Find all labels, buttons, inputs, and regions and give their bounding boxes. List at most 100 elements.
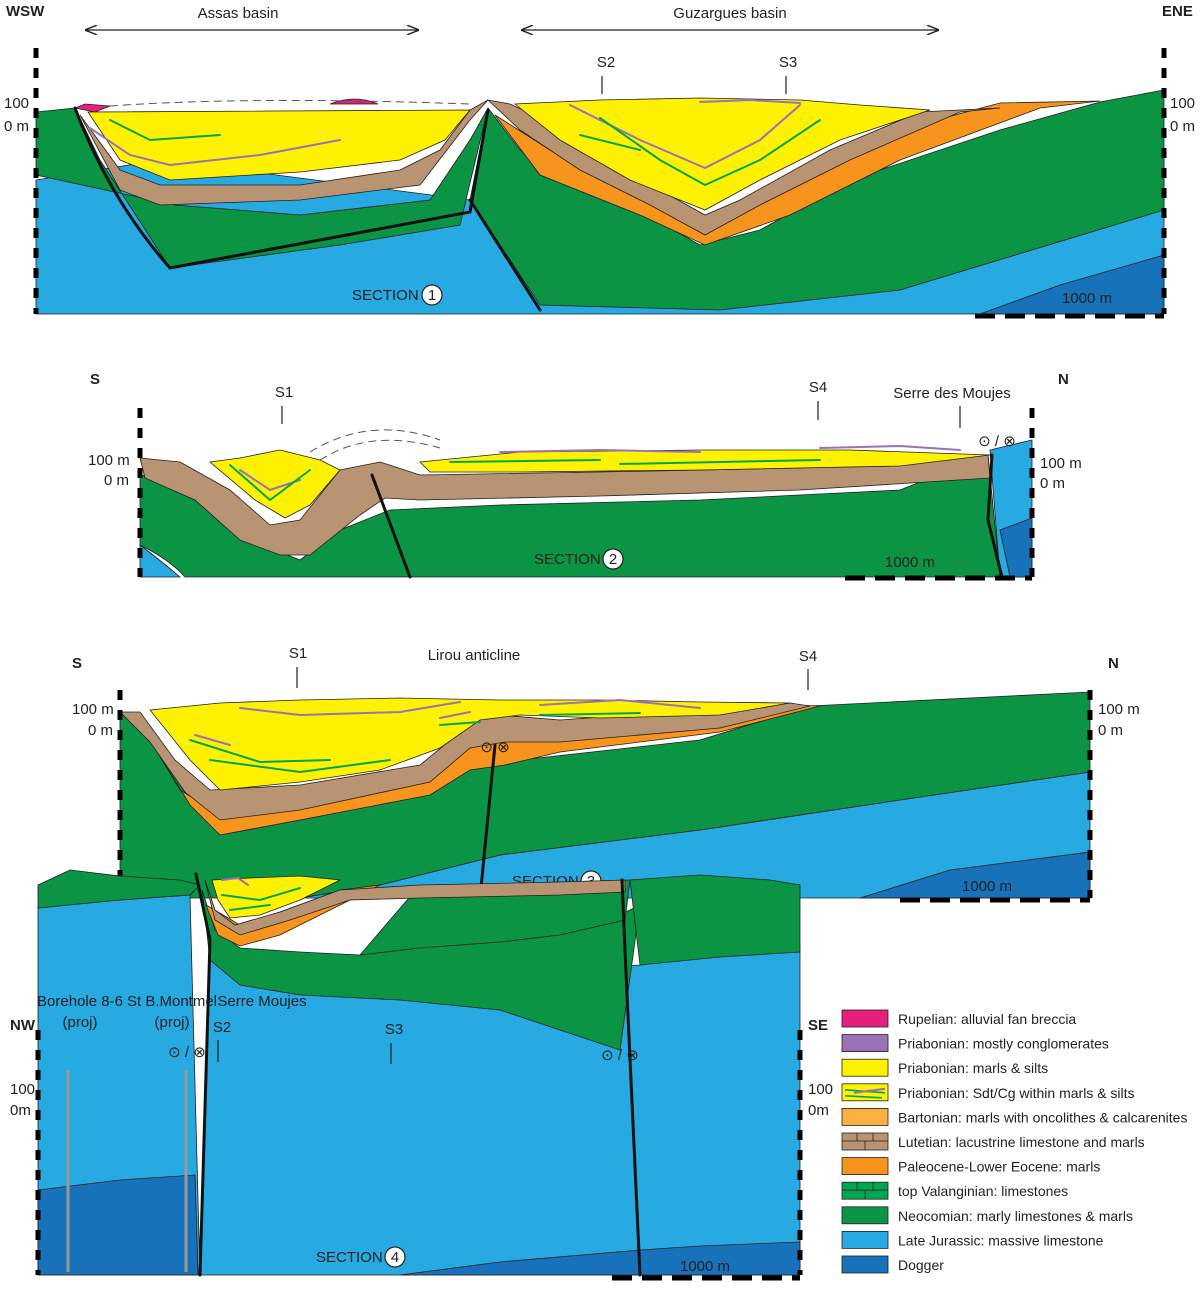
section-number: 4 [391,1249,399,1266]
sandstone-bed [599,117,821,187]
sandstone-bed [189,712,641,774]
neocomian-layer [139,454,1001,578]
legend-swatch-pattern [853,1087,886,1094]
place-label: Serre Moujes [217,993,306,1010]
legend-item: Rupelian: alluvial fan breccia [841,1009,1076,1028]
fault [478,743,497,900]
priabonian-marls-east [513,97,931,211]
priabonian-marls [209,449,341,519]
legend-label: Priabonian: mostly conglomerates [898,1036,1109,1052]
site-label: S4 [809,379,827,396]
site-label: S2 [597,54,615,71]
legend-swatch [841,1058,889,1077]
place-label: Serre des Moujes [893,385,1011,402]
legend-label: top Valanginian: limestones [898,1183,1068,1199]
legend-swatch [841,1255,889,1274]
legend-swatch [841,1231,889,1249]
conglomerate-band [499,444,961,453]
lutetian-layer-west [79,99,489,206]
basin-label: Assas basin [198,5,279,22]
legend-item: Priabonian: marls & silts [841,1058,1048,1077]
legend-label: Late Jurassic: massive limestone [898,1232,1104,1248]
direction-label-left: S [72,655,82,672]
conglomerate-band [221,876,249,886]
direction-label-right: SE [808,1017,828,1034]
section-title: SECTION [534,551,601,568]
section-number: 2 [609,551,617,568]
scale-label: 1000 m [885,554,935,571]
sandstone-bed [109,119,221,142]
legend-swatch-pattern [842,1133,888,1150]
borehole-projection-label: (proj) [154,1014,189,1031]
elevation-label: 100 [4,95,29,112]
elevation-label: 100 m [1040,455,1082,472]
sandstone-bed [579,134,641,151]
conglomerate-band [569,104,801,170]
site-label: S1 [289,645,307,662]
elevation-label: 100 m [1098,701,1140,718]
neocomian-layer [629,874,801,966]
conglomerate-band [239,469,301,492]
elevation-label: 100 [10,1081,35,1098]
neocomian-layer [37,869,201,909]
elevation-label: 0m [10,1102,31,1119]
elevation-label: 0m [808,1102,829,1119]
legend-item: Dogger [841,1255,944,1274]
legend: Rupelian: alluvial fan breccia Priabonian… [841,1009,1187,1274]
elevation-label: 100 m [88,452,130,469]
borehole-label: Borehole 8-6 [37,993,123,1010]
fault-movement-symbol: ⊙ / ⊗ [168,1044,206,1061]
legend-label: Priabonian: Sdt/Cg within marls & silts [898,1085,1135,1101]
elevation-label: 0 m [88,722,113,739]
section-number: 1 [428,287,436,304]
legend-swatch [841,1157,889,1175]
direction-label-left: NW [10,1017,36,1034]
lutetian-layer [119,702,811,821]
scale-label: 1000 m [962,878,1012,895]
elevation-label: 0 m [104,472,129,489]
direction-label-right: ENE [1162,3,1193,20]
elevation-label: 100 [1170,95,1195,112]
elevation-label: 0 m [1170,118,1195,135]
direction-label-right: N [1108,655,1119,672]
legend-label: Neocomian: marly limestones & marls [898,1208,1133,1224]
conglomerate-band [89,127,341,167]
sandstone-bed [221,887,301,911]
fault-movement-symbol: ⊙ / ⊗ [601,1047,639,1064]
lutetian-layer [204,879,626,936]
site-label: S1 [275,384,293,401]
section-title: SECTION [352,287,419,304]
section-number-badge [421,284,443,306]
direction-label-right: N [1058,371,1069,388]
section-number-badge [384,1246,406,1268]
priabonian-marls [149,697,791,791]
borehole-projection-label: (proj) [62,1014,97,1031]
fault [194,872,212,1277]
legend-swatch [841,1009,889,1028]
section-2: S N S1 S4 Serre des Moujes ⊙ / ⊗ 100 m 0… [88,371,1082,581]
direction-label-left: WSW [6,3,45,20]
late-jurassic-layer [139,544,182,578]
fault-movement-symbol: ⊙ / ⊗ [978,433,1016,450]
legend-item: Neocomian: marly limestones & marls [841,1206,1133,1225]
fault [370,473,412,579]
elevation-label: 0 m [4,118,29,135]
borehole-label: St B.Montmel [127,993,217,1010]
legend-item: Paleocene-Lower Eocene: marls [841,1157,1100,1175]
structure-label: Lirou anticline [428,647,521,664]
basin-label: Guzargues basin [673,5,786,22]
legend-label: Bartonian: marls with oncolithes & calca… [898,1109,1187,1125]
fault-movement-symbol: ⊙ ⊗ [480,739,509,756]
conglomerate-band [239,698,701,717]
legend-swatch [841,1108,889,1126]
elevation-label: 100 m [72,701,114,718]
legend-item: Bartonian: marls with oncolithes & calca… [841,1108,1187,1126]
legend-item: Lutetian: lacustrine limestone and marls [841,1132,1145,1151]
site-label: S4 [799,648,817,665]
legend-item: Priabonian: mostly conglomerates [841,1034,1109,1052]
fault [468,198,542,312]
section-title: SECTION [316,1249,383,1266]
conglomerate-band [699,98,801,104]
fault [986,453,1004,579]
